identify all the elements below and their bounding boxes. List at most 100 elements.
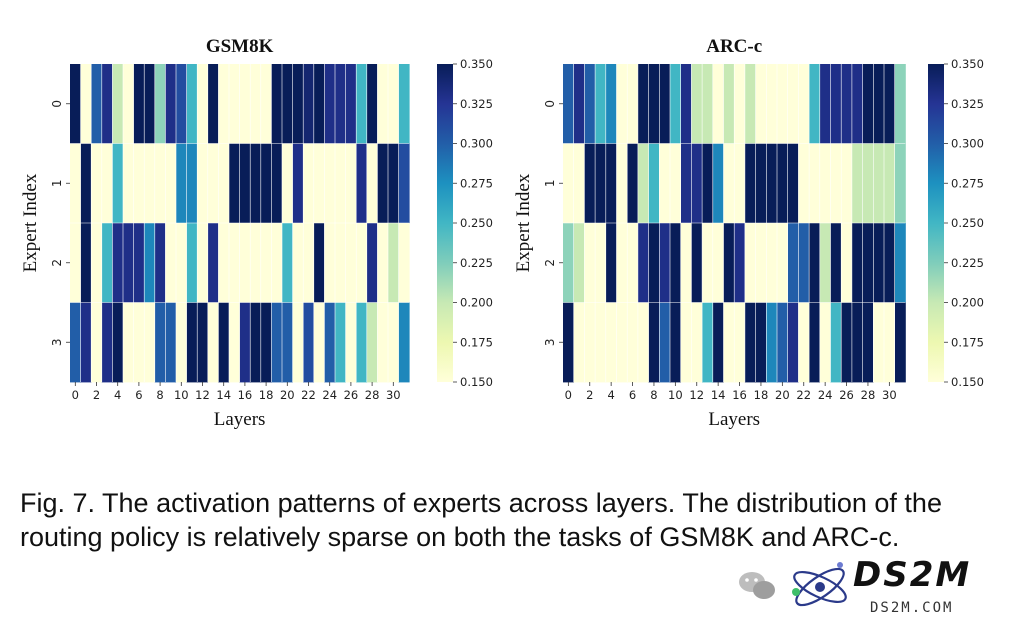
wechat-icon [739, 572, 775, 599]
heatmap-cell [616, 143, 628, 224]
heatmap-cell [229, 64, 240, 144]
x-tick-label: 2 [586, 388, 593, 402]
heatmap-cell [80, 143, 92, 224]
heatmap-cell [123, 223, 134, 303]
heatmap-cell [80, 64, 92, 144]
y-axis-label: Expert Index [513, 173, 534, 272]
heatmap-cell [648, 302, 660, 383]
heatmap-cell [809, 302, 821, 383]
heatmap-cell [809, 64, 821, 144]
x-tick-label: 12 [195, 388, 210, 402]
heatmap-cell [563, 302, 575, 383]
heatmap-cell [616, 302, 628, 383]
heatmap-cell [260, 223, 272, 303]
heatmap-cell [873, 302, 885, 383]
heatmap-cell [186, 223, 198, 303]
heatmap-cell [712, 223, 724, 303]
x-tick-label: 26 [344, 388, 359, 402]
heatmap-cell [250, 64, 262, 144]
heatmap-cell [101, 223, 113, 303]
heatmap-cell [691, 223, 703, 303]
x-tick-label: 24 [818, 388, 833, 402]
colorbar-tick-label: 0.150 [460, 375, 493, 389]
heatmap-cell [670, 143, 682, 224]
heatmap-cell [377, 223, 389, 303]
heatmap-cell [260, 64, 272, 144]
heatmap-cell [398, 143, 410, 224]
heatmap-cell [101, 64, 113, 144]
heatmap-cell [335, 143, 346, 224]
heatmap-cell [123, 302, 134, 383]
heatmap-cell [229, 143, 240, 224]
heatmap-cell [798, 223, 810, 303]
heatmap-cell [165, 223, 177, 303]
heatmap-cell [133, 64, 145, 144]
heatmap-cell [123, 64, 134, 144]
heatmap-cell [271, 223, 283, 303]
x-tick-label: 6 [135, 388, 142, 402]
heatmap-cell [303, 64, 315, 144]
heatmap-cell [809, 143, 821, 224]
heatmap-cell [303, 143, 315, 224]
heatmap-cell [282, 302, 293, 383]
heatmap-cell [744, 223, 756, 303]
heatmap-cell [356, 223, 368, 303]
heatmap-cell [680, 302, 692, 383]
heatmap-cell [388, 223, 399, 303]
heatmap-cell [366, 223, 378, 303]
heatmap-cell [165, 64, 177, 144]
heatmap-cell [239, 64, 251, 144]
heatmap-cell [186, 143, 198, 224]
heatmap-cell [777, 64, 789, 144]
heatmap-cell [670, 302, 682, 383]
heatmap-cell [112, 64, 124, 144]
heatmap-cell [841, 143, 853, 224]
heatmap-cell [584, 223, 596, 303]
x-axis-label: Layers [214, 409, 266, 430]
colorbar-tick-label: 0.250 [460, 216, 493, 230]
watermark-logo: DS2M DS2M.COM [739, 555, 971, 616]
heatmap-cell [712, 302, 724, 383]
heatmap-cell [366, 143, 378, 224]
heatmap-cell [819, 223, 831, 303]
heatmap-cell [80, 302, 92, 383]
heatmap-cell [563, 64, 575, 144]
heatmap-cell [723, 143, 735, 224]
heatmap-cell [777, 223, 789, 303]
colorbar-tick-label: 0.325 [460, 97, 493, 111]
atom-logo-icon [792, 562, 847, 607]
heatmap-cell [91, 223, 103, 303]
heatmap-cell [563, 223, 575, 303]
y-tick-label: 0 [50, 100, 64, 108]
x-tick-label: 14 [216, 388, 231, 402]
heatmap-cell [207, 64, 219, 144]
heatmap-cell [734, 143, 746, 224]
heatmap-cell [197, 223, 209, 303]
watermark-brand-text: DS2M [853, 555, 971, 595]
heatmap-cell [250, 223, 262, 303]
heatmap-cell [819, 143, 831, 224]
heatmap-cell [218, 223, 230, 303]
heatmap-cell [884, 223, 896, 303]
heatmap-cell [723, 64, 735, 144]
heatmap-cell [335, 64, 346, 144]
x-tick-label: 18 [259, 388, 274, 402]
heatmap-cell [637, 64, 649, 144]
heatmap-cell [787, 64, 799, 144]
heatmap-cell [91, 143, 103, 224]
heatmap-cell [819, 64, 831, 144]
heatmap-cell [680, 64, 692, 144]
heatmap-cell [313, 64, 325, 144]
heatmap-cell [659, 223, 671, 303]
heatmap-cell [207, 223, 219, 303]
x-tick-label: 16 [732, 388, 747, 402]
x-tick-label: 0 [565, 388, 572, 402]
heatmap-cell [798, 302, 810, 383]
heatmap-cell [648, 64, 660, 144]
chart-title: GSM8K [206, 36, 274, 57]
heatmap-cell [659, 302, 671, 383]
heatmap-cell [356, 302, 368, 383]
y-tick-label: 3 [543, 338, 557, 346]
heatmap-cell [894, 302, 906, 383]
y-tick-label: 3 [50, 338, 64, 346]
